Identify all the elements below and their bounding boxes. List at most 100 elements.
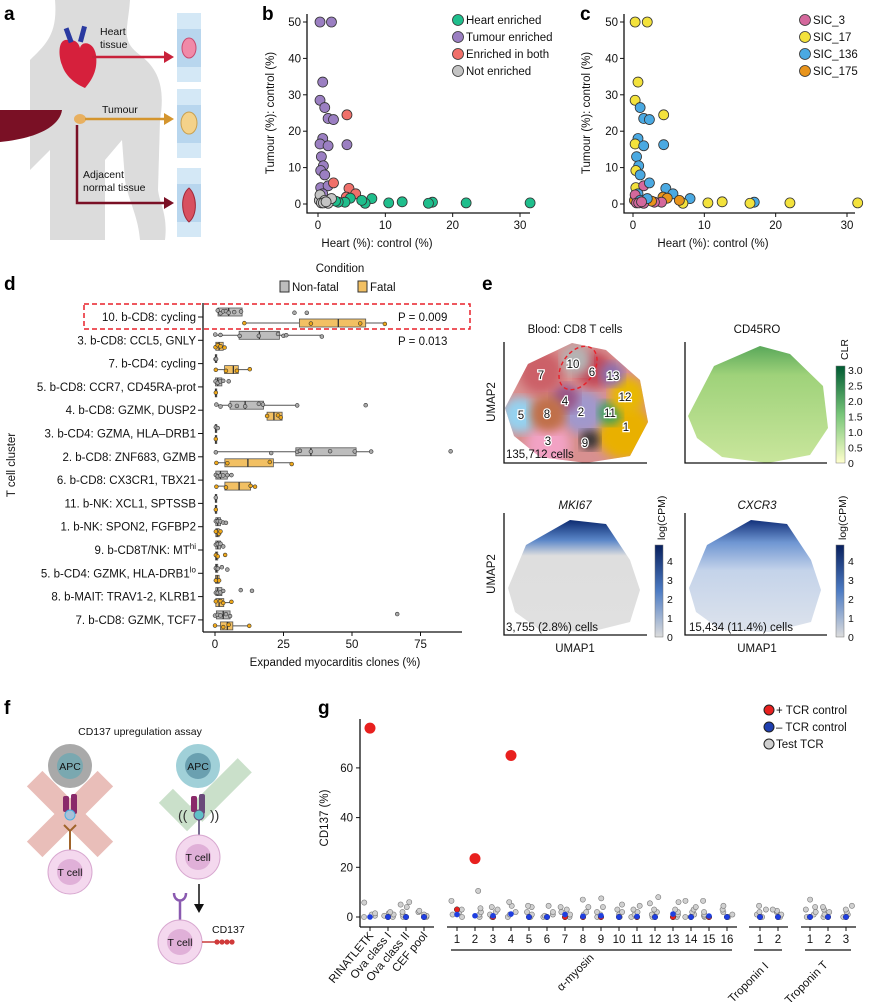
data-point: [396, 196, 408, 208]
test-tcr-point: [583, 909, 590, 915]
legend-marker: [799, 14, 811, 26]
category-label: 5. b-CD8: CCR7, CD45RA-prot: [37, 382, 197, 394]
category-label: 2. b-CD8: ZNF683, GZMB: [62, 452, 196, 464]
data-point: [644, 177, 655, 189]
data-point: [673, 194, 685, 206]
negative-control-point: [634, 913, 640, 920]
colorbar-tick-label: 2: [667, 594, 673, 606]
test-tcr-point: [701, 909, 707, 915]
panel-c-scatter: c Heart (%): control (%) Tumour (%): con…: [580, 4, 864, 250]
x-tick-label: 13: [667, 934, 680, 946]
test-tcr-point: [557, 904, 564, 910]
panel-letter: b: [262, 4, 274, 25]
panel-letter: c: [580, 4, 591, 25]
x-tick-label: 50: [346, 639, 359, 651]
x-axis-label: UMAP1: [737, 643, 777, 655]
data-point: [275, 331, 281, 337]
y-tick-label: 0: [295, 199, 301, 211]
data-point: [214, 460, 219, 466]
positive-control-point: [453, 906, 461, 913]
heart-tissue-label: Heart tissue: [100, 26, 128, 51]
colorbar-tick-label: 3: [848, 575, 854, 587]
negative-control-point: [724, 914, 730, 920]
test-tcr-point: [579, 896, 586, 903]
data-point: [320, 196, 332, 208]
data-point: [356, 194, 368, 206]
negative-control-point: [598, 912, 604, 919]
negative-control-point: [403, 914, 409, 920]
data-point: [278, 415, 283, 420]
negative-control-point: [670, 911, 676, 917]
y-axis-label: Tumour (%): control (%): [265, 52, 277, 174]
data-point: [238, 587, 243, 593]
test-tcr-point: [682, 914, 689, 920]
category-label: 5. b-CD4: GZMK, HLA-DRB1lo: [41, 565, 197, 580]
data-point: [644, 114, 655, 125]
y-axis-label: Tumour (%): control (%): [581, 52, 593, 174]
colorbar-tick-label: 1: [667, 613, 673, 625]
data-point: [223, 485, 229, 490]
highlight-cluster-outline: [558, 345, 598, 391]
data-point: [225, 567, 230, 572]
legend-label: Test TCR: [776, 739, 824, 751]
x-tick-label: 3: [843, 934, 849, 946]
legend-label: – TCR control: [776, 722, 847, 734]
test-tcr-point: [720, 902, 727, 909]
test-tcr-point: [651, 906, 658, 913]
negative-control-point: [472, 912, 478, 919]
x-tick-label: 8: [580, 934, 586, 946]
colorbar-label: log(CPM): [837, 496, 849, 540]
data-point: [319, 169, 331, 181]
negative-control-point: [843, 914, 849, 920]
negative-control-point: [652, 914, 658, 920]
data-point: [247, 623, 252, 629]
cluster-region: [580, 430, 600, 450]
colorbar-tick-label: 3.0: [848, 365, 863, 377]
data-point: [784, 197, 796, 209]
data-point: [524, 197, 536, 209]
y-axis-label: T cell cluster: [6, 433, 18, 498]
category-label: 9. b-CD8T/NK: MThi: [95, 542, 197, 557]
test-tcr-point: [488, 904, 495, 910]
cluster-region: [505, 397, 538, 433]
y-axis-label: CD137 (%): [319, 789, 331, 846]
cluster-label: 2: [578, 407, 584, 419]
data-point: [260, 402, 266, 407]
data-point: [319, 102, 331, 113]
cd137-label: CD137: [212, 924, 245, 936]
data-point: [460, 197, 472, 209]
y-tick-label: 30: [288, 90, 301, 102]
colorbar-tick-label: 1.0: [848, 427, 863, 439]
category-label: 7. b-CD4: cycling: [108, 359, 196, 371]
legend-marker: [799, 65, 811, 77]
colorbar-tick-label: 1.5: [848, 412, 863, 424]
test-tcr-point: [807, 896, 814, 903]
cell-count: 135,712 cells: [506, 449, 574, 461]
colorbar-tick-label: 3: [667, 575, 673, 587]
colorbar-tick-label: 0: [848, 458, 854, 470]
test-tcr-point: [675, 899, 682, 905]
x-tick-label: 12: [649, 934, 662, 946]
negative-control-point: [544, 914, 550, 920]
legend-label: Tumour enriched: [466, 32, 553, 44]
y-tick-label: 0: [612, 199, 618, 211]
data-point: [326, 16, 337, 28]
tumour-label: Tumour: [102, 104, 138, 116]
box: [224, 458, 274, 468]
data-point: [641, 16, 653, 28]
data-point: [213, 390, 219, 395]
assay-title: CD137 upregulation assay: [78, 726, 202, 738]
data-point: [308, 321, 314, 326]
data-point: [658, 139, 670, 151]
highlight-box: [83, 303, 471, 330]
negative-control-point: [757, 914, 763, 920]
x-tick-label: 30: [841, 220, 854, 232]
data-point: [638, 140, 650, 152]
colorbar-tick-label: 4: [667, 556, 673, 568]
negative-control-point: [562, 911, 568, 918]
cluster-region: [561, 345, 591, 375]
test-tcr-point: [512, 909, 519, 915]
x-axis-label: Heart (%): control (%): [321, 238, 432, 250]
x-axis-label: UMAP1: [555, 643, 595, 655]
